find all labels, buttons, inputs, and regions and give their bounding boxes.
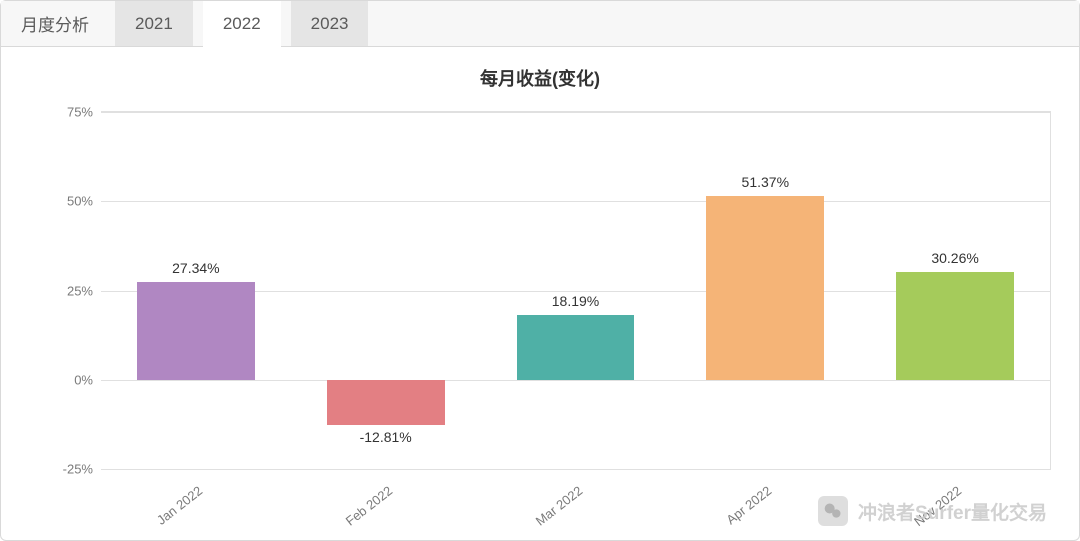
bar-value-label: 27.34% [172,260,219,276]
bar-value-label: 51.37% [742,174,789,190]
bar: 51.37% [706,196,824,379]
y-tick-label: 0% [43,372,93,387]
bar: 30.26% [896,272,1014,380]
wechat-icon [818,496,848,526]
y-tick-label: -25% [43,462,93,477]
y-tick-label: 50% [43,194,93,209]
tabs-title: 月度分析 [1,1,105,46]
watermark-text: 冲浪者Surfer量化交易 [858,498,1047,525]
bar: 18.19% [517,315,635,380]
tabs-bar: 月度分析 2021 2022 2023 [1,1,1079,47]
bar: 27.34% [137,282,255,380]
tab-2022[interactable]: 2022 [203,1,281,47]
watermark: 冲浪者Surfer量化交易 [818,496,1047,526]
x-tick-label: Feb 2022 [342,483,395,529]
y-tick-label: 25% [43,283,93,298]
gridline [101,112,1050,113]
x-tick-label: Jan 2022 [154,483,205,528]
y-tick-label: 75% [43,105,93,120]
gridline [101,380,1050,381]
chart-area: 每月收益(变化) -25%0%25%50%75%27.34%Jan 2022-1… [1,47,1079,540]
bar-value-label: 18.19% [552,293,599,309]
chart-title: 每月收益(变化) [1,65,1079,91]
bar-value-label: 30.26% [931,250,978,266]
x-tick-label: Mar 2022 [532,483,585,529]
app-container: 月度分析 2021 2022 2023 每月收益(变化) -25%0%25%50… [0,0,1080,541]
tab-2023[interactable]: 2023 [291,1,369,46]
gridline [101,469,1050,470]
bar-value-label: -12.81% [360,429,412,445]
x-tick-label: Apr 2022 [724,483,775,527]
gridline [101,201,1050,202]
tab-2021[interactable]: 2021 [115,1,193,46]
plot: -25%0%25%50%75%27.34%Jan 2022-12.81%Feb … [101,111,1051,470]
bar: -12.81% [327,380,445,426]
